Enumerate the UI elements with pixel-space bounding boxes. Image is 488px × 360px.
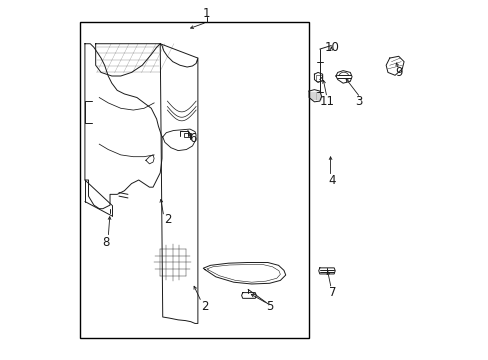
- Text: 2: 2: [201, 300, 208, 313]
- Bar: [315, 75, 321, 81]
- Text: 7: 7: [328, 287, 335, 300]
- Text: 2: 2: [163, 213, 171, 226]
- Bar: [183, 133, 191, 137]
- Text: 11: 11: [319, 95, 334, 108]
- Text: 3: 3: [355, 95, 362, 108]
- Text: 8: 8: [102, 236, 110, 249]
- Text: 4: 4: [328, 174, 335, 186]
- Text: 1: 1: [203, 7, 210, 20]
- Text: 5: 5: [265, 300, 273, 313]
- Text: 10: 10: [324, 41, 339, 54]
- Bar: [80, 22, 308, 338]
- Text: 6: 6: [188, 132, 196, 145]
- Text: 9: 9: [394, 66, 402, 79]
